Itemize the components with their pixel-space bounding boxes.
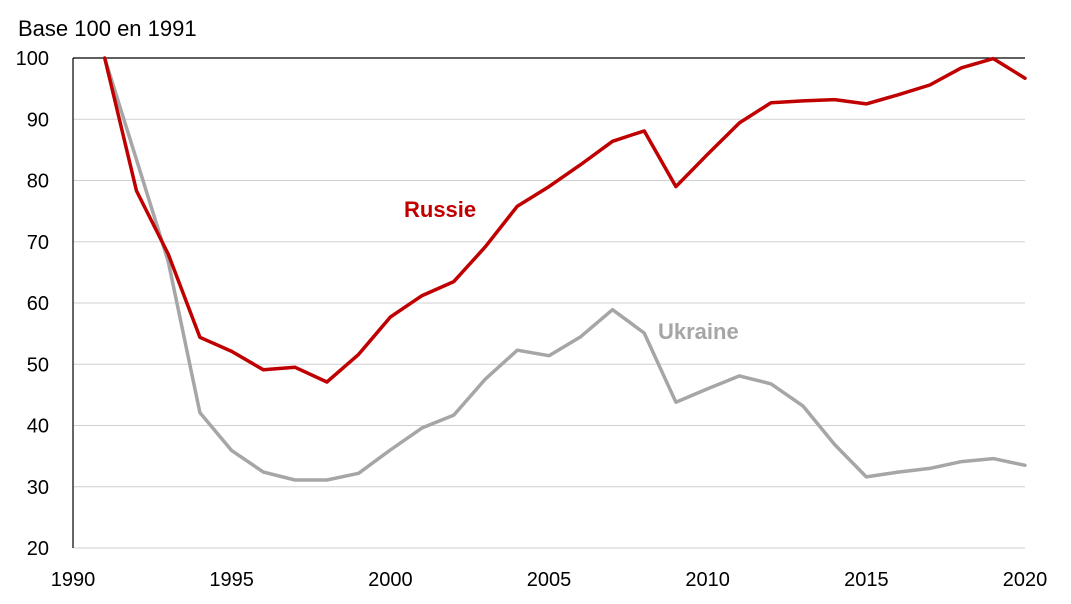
series-label-russie: Russie xyxy=(404,197,476,222)
y-tick-label: 40 xyxy=(27,416,49,438)
x-tick-label: 2010 xyxy=(685,569,730,591)
y-tick-label: 70 xyxy=(27,232,49,254)
x-tick-label: 1995 xyxy=(209,569,254,591)
x-tick-label: 2005 xyxy=(527,569,572,591)
x-tick-label: 2000 xyxy=(368,569,413,591)
x-tick-label: 2015 xyxy=(844,569,889,591)
y-tick-label: 60 xyxy=(27,293,49,315)
y-tick-label: 30 xyxy=(27,477,49,499)
series-line-russie xyxy=(102,56,1027,384)
x-tick-label: 1990 xyxy=(51,569,96,591)
y-tick-label: 80 xyxy=(27,171,49,193)
y-tick-label: 50 xyxy=(27,354,49,376)
y-tick-label: 20 xyxy=(27,538,49,560)
series-lines xyxy=(102,56,1027,482)
x-tick-label: 2020 xyxy=(1003,569,1048,591)
y-axis-unit-label: Base 100 en 1991 xyxy=(18,16,197,41)
series-label-ukraine: Ukraine xyxy=(658,319,739,344)
series-line-ukraine xyxy=(102,56,1027,482)
y-axis-tick-labels: 20 30 40 50 60 70 80 90 100 xyxy=(16,48,49,560)
gridlines xyxy=(72,57,1025,549)
y-tick-label: 90 xyxy=(27,109,49,131)
y-tick-label: 100 xyxy=(16,48,49,70)
x-axis-tick-labels: 1990 1995 2000 2005 2010 2015 2020 xyxy=(51,569,1048,591)
